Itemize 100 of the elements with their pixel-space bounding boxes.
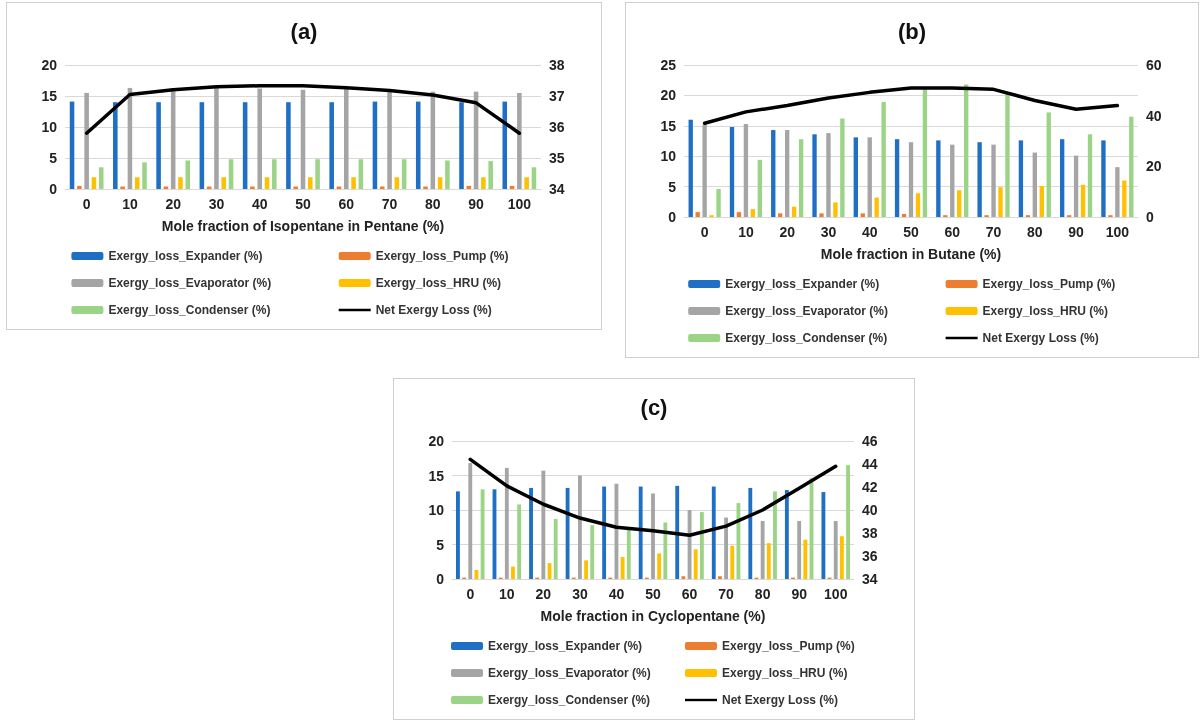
x-tick-label: 0: [700, 224, 709, 240]
bar: [846, 465, 850, 579]
bar: [524, 177, 529, 189]
legend-label: Exergy_loss_Evaporator (%): [725, 304, 888, 318]
bar: [626, 527, 631, 579]
bar: [459, 102, 464, 189]
bar: [638, 486, 643, 579]
bar: [1101, 140, 1106, 217]
bar: [757, 159, 763, 217]
bar: [1087, 134, 1093, 217]
legend-label: Exergy_loss_Expander (%): [725, 277, 880, 291]
bar: [445, 160, 450, 189]
y2-tick-label: 36: [862, 548, 878, 564]
bar: [821, 492, 826, 579]
x-tick-label: 100: [1105, 224, 1130, 240]
bar: [517, 504, 522, 579]
bar: [922, 88, 928, 217]
bar: [1039, 185, 1044, 217]
y-tick-label: 20: [41, 57, 58, 73]
bar: [766, 543, 771, 579]
bar: [812, 134, 817, 217]
bar: [675, 485, 680, 579]
x-tick-label: 20: [165, 196, 182, 212]
chart-title: (c): [640, 394, 668, 420]
bar: [688, 119, 693, 217]
bar: [663, 522, 668, 579]
x-tick-label: 20: [779, 224, 796, 240]
bar: [785, 130, 790, 217]
bar: [950, 144, 955, 217]
y2-tick-label: 37: [549, 88, 565, 104]
bar: [504, 467, 509, 579]
bar: [590, 525, 595, 579]
y2-tick-label: 46: [862, 433, 878, 449]
bar: [98, 167, 104, 189]
bar: [250, 186, 255, 189]
bar: [833, 521, 838, 579]
bar: [343, 88, 349, 189]
bar: [511, 566, 515, 579]
bar: [142, 162, 147, 189]
bar: [1122, 180, 1127, 217]
bar: [221, 177, 227, 189]
bar: [773, 491, 777, 579]
bar: [214, 87, 219, 189]
bar: [860, 213, 865, 217]
bar: [784, 489, 789, 579]
y-tick-label: 5: [668, 178, 677, 195]
bar: [724, 517, 729, 579]
bar: [748, 487, 753, 579]
legend-label: Net Exergy Loss (%): [982, 331, 1099, 345]
bar: [915, 193, 921, 217]
x-tick-label: 30: [208, 196, 225, 212]
bar: [387, 91, 392, 189]
bar: [964, 84, 969, 217]
bar: [529, 487, 533, 579]
bar: [553, 518, 558, 579]
x-tick-label: 10: [738, 224, 754, 240]
legend-label: Exergy_loss_HRU (%): [375, 276, 502, 290]
legend-label: Exergy_loss_Condenser (%): [488, 693, 651, 707]
line-series: [468, 457, 838, 538]
bar: [778, 213, 783, 217]
y-tick-label: 5: [49, 150, 58, 166]
bar: [286, 102, 291, 189]
bar: [803, 539, 808, 579]
bar: [577, 475, 582, 579]
x-tick-label: 70: [381, 196, 398, 212]
x-axis-title: Mole fraction in Butane (%): [820, 246, 1002, 262]
bar: [1005, 92, 1010, 217]
bar: [120, 186, 125, 189]
bar: [894, 139, 900, 217]
bar: [718, 576, 722, 579]
bar: [315, 159, 320, 189]
x-tick-label: 80: [425, 196, 441, 212]
bar: [502, 101, 508, 189]
x-tick-label: 0: [466, 586, 475, 602]
y2-tick-label: 34: [862, 571, 878, 587]
y2-tick-label: 0: [1146, 209, 1154, 225]
y-tick-label: 20: [660, 87, 677, 104]
x-tick-label: 100: [507, 196, 532, 212]
bar: [1032, 152, 1037, 217]
bar: [456, 491, 460, 579]
bar: [881, 102, 886, 217]
x-tick-label: 10: [122, 196, 138, 212]
y-tick-label: 15: [428, 467, 445, 484]
y-tick-label: 15: [41, 88, 58, 104]
x-tick-label: 100: [824, 586, 848, 602]
bar: [293, 186, 298, 189]
bar: [77, 185, 82, 189]
bar: [901, 213, 907, 217]
bar: [468, 463, 473, 579]
bar: [620, 556, 625, 579]
bar: [711, 486, 716, 579]
bar: [272, 159, 277, 189]
bar: [423, 186, 428, 189]
bar: [797, 521, 802, 579]
x-tick-label: 60: [338, 196, 355, 212]
y-tick-label: 10: [660, 148, 677, 165]
y-tick-label: 10: [41, 119, 58, 135]
bar: [977, 142, 982, 217]
x-tick-label: 0: [82, 196, 91, 212]
bar: [657, 553, 662, 579]
